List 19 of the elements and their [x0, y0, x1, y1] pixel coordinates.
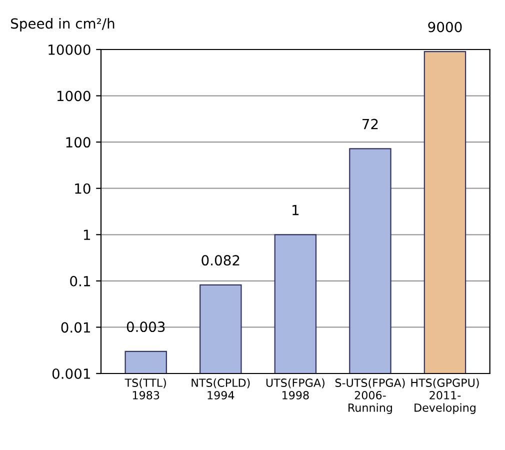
y-tick-label: 0.1 [70, 276, 90, 286]
x-tick-label: HTS(GPGPU) 2011- Developing [411, 378, 479, 414]
x-tick-label: NTS(CPLD) 1994 [192, 378, 250, 400]
data-label: 72 [362, 118, 378, 130]
y-axis-title: Speed in cm²/h [11, 18, 114, 32]
data-label: 0.082 [202, 255, 240, 266]
y-tick-label: 100 [66, 137, 90, 148]
data-label: 1 [292, 204, 299, 216]
y-tick-label: 1 [84, 230, 90, 240]
y-tick-label: 10000 [48, 44, 90, 55]
x-tick-label: UTS(FPGA) 1998 [266, 378, 324, 400]
y-tick-label: 1000 [57, 90, 90, 102]
data-label: 0.003 [126, 322, 165, 332]
y-tick-label: 0.001 [52, 368, 90, 379]
data-label: 9000 [428, 22, 462, 32]
x-tick-label: TS(TTL) 1983 [124, 378, 166, 400]
x-tick-label: S-UTS(FPGA) 2006- Running [335, 378, 405, 414]
y-tick-label: 10 [75, 183, 90, 194]
y-tick-label: 0.01 [61, 322, 90, 333]
